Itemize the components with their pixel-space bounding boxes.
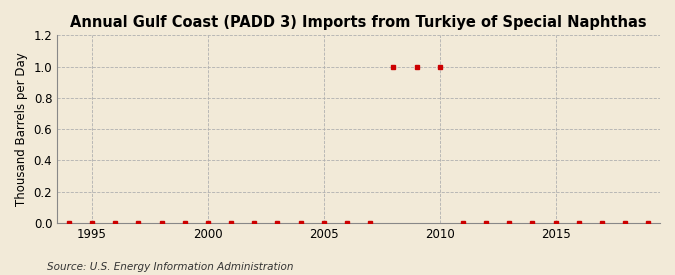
Y-axis label: Thousand Barrels per Day: Thousand Barrels per Day [15,52,28,206]
Title: Annual Gulf Coast (PADD 3) Imports from Turkiye of Special Naphthas: Annual Gulf Coast (PADD 3) Imports from … [70,15,647,30]
Text: Source: U.S. Energy Information Administration: Source: U.S. Energy Information Administ… [47,262,294,272]
